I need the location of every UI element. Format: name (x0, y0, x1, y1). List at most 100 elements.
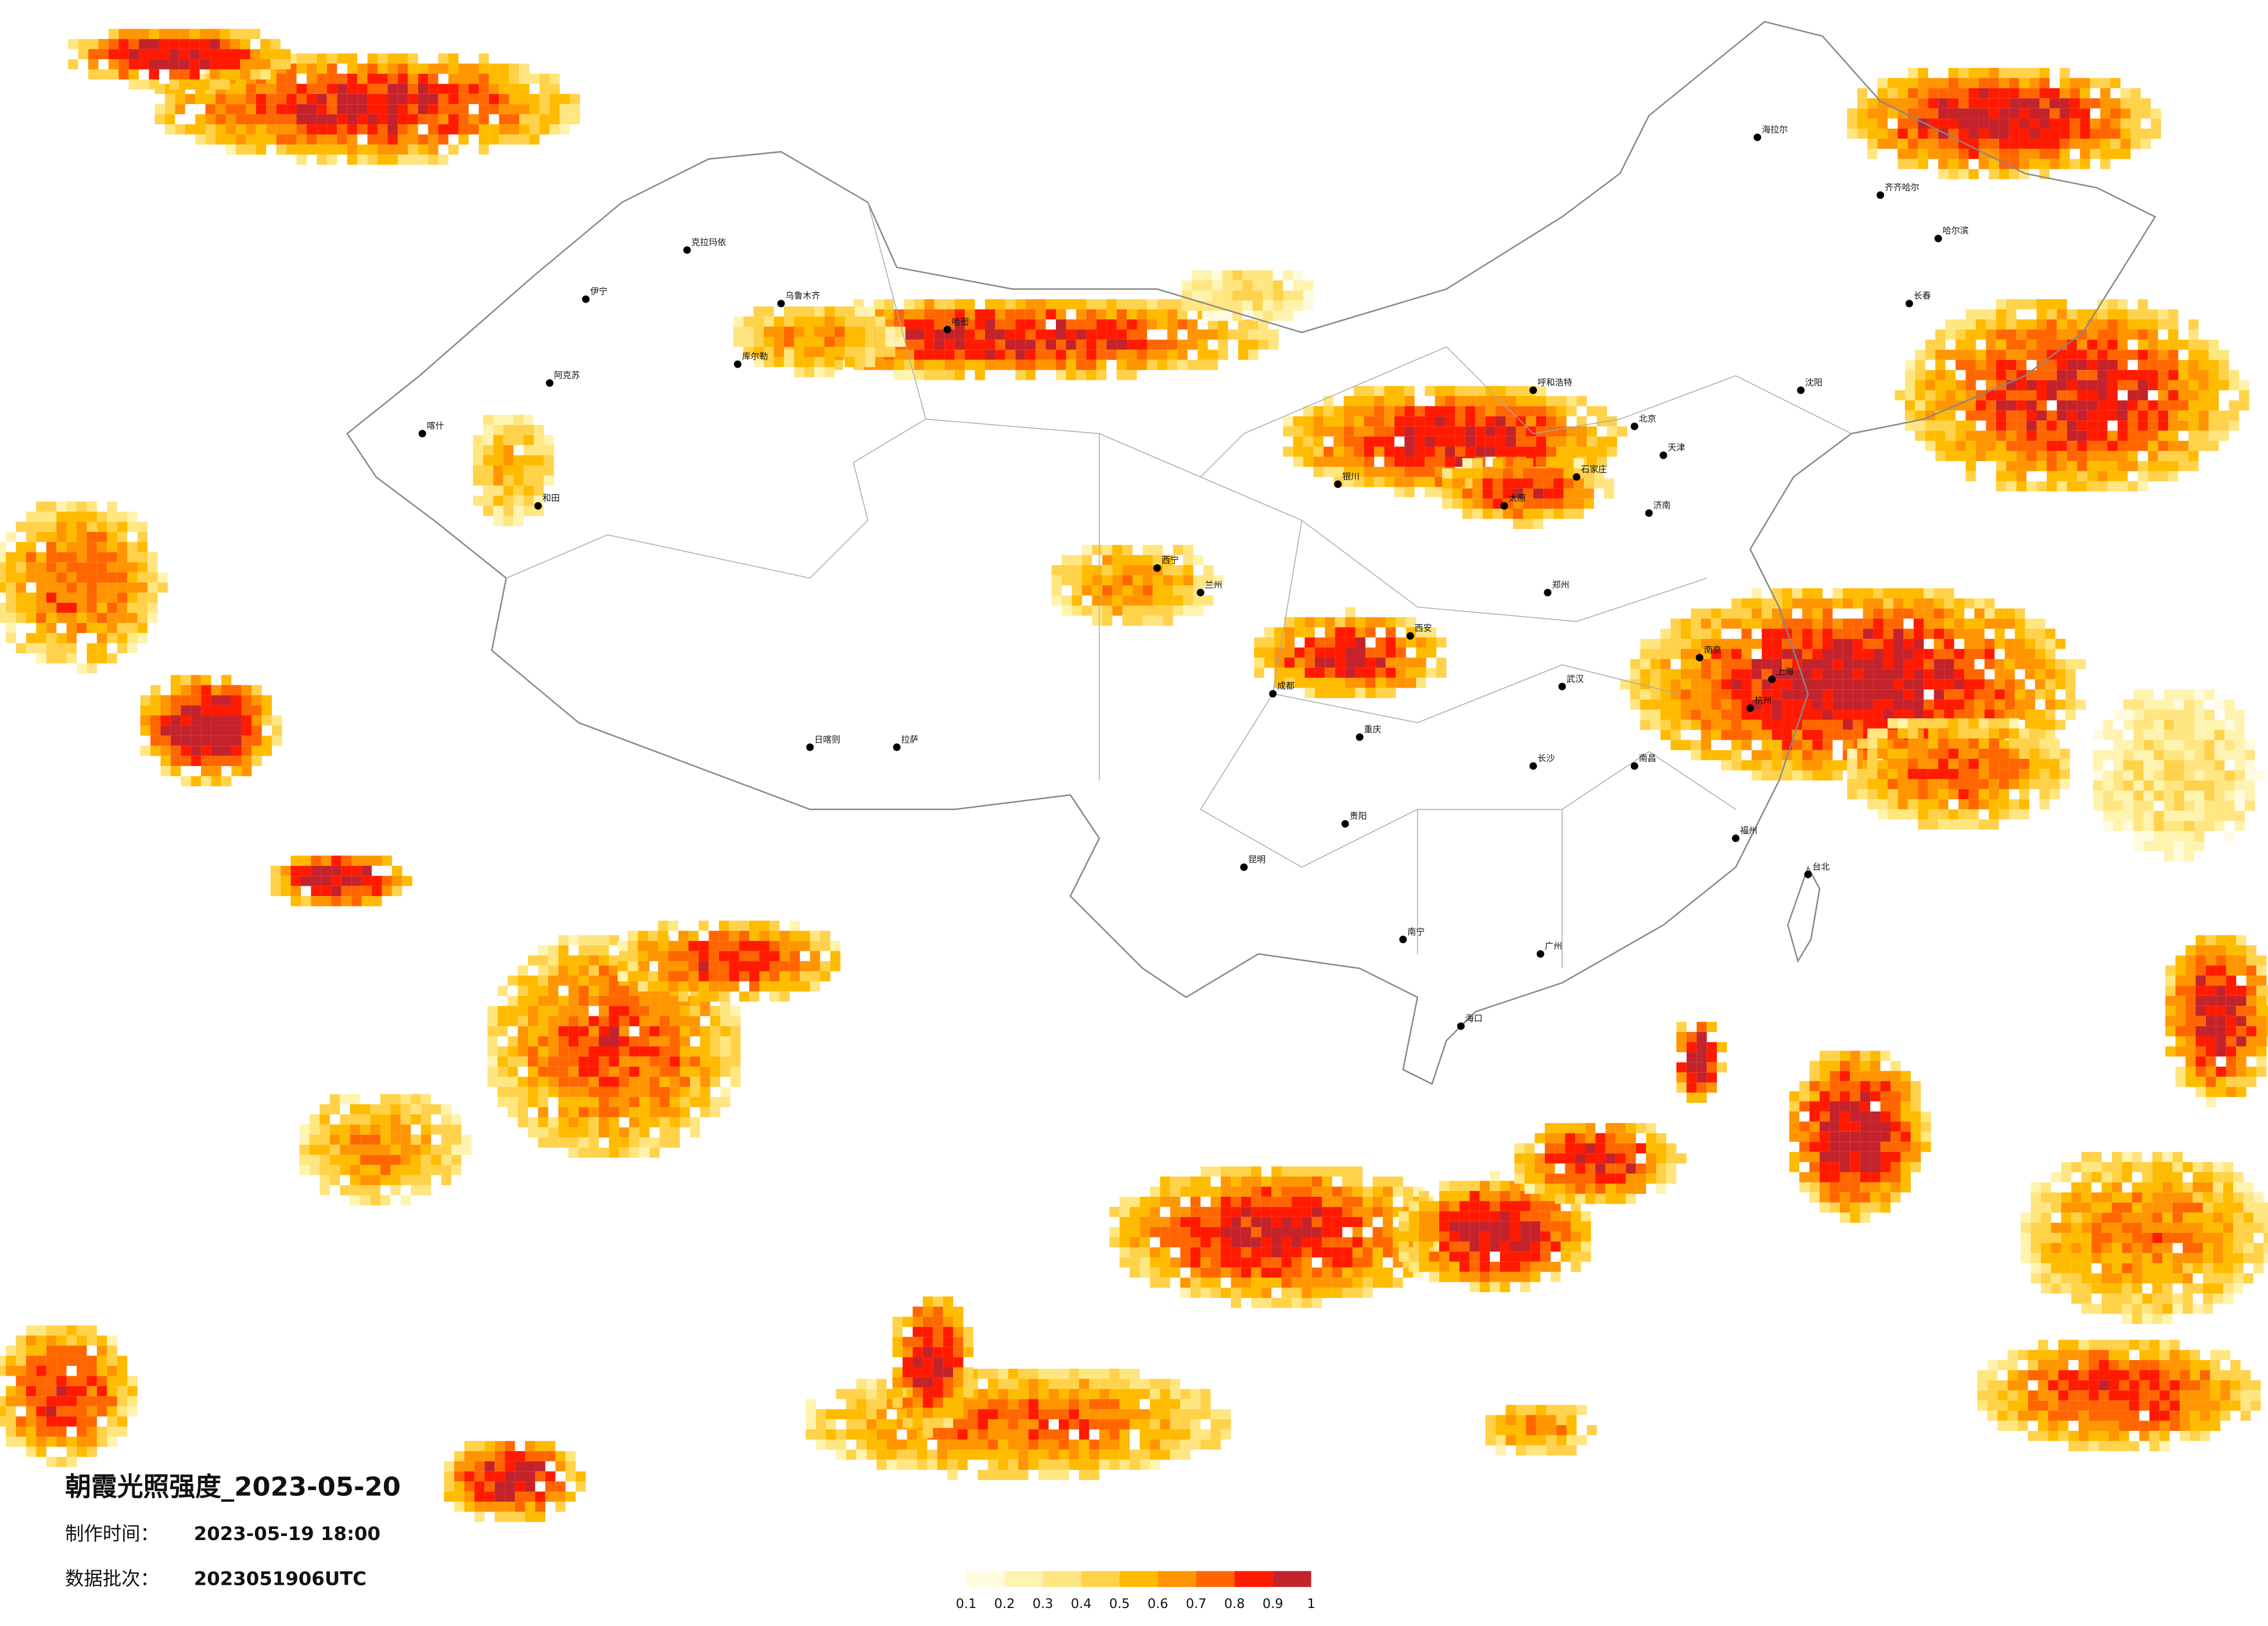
heat-cell (588, 1107, 599, 1117)
heat-cell (1116, 350, 1127, 360)
heat-cell (1512, 468, 1523, 479)
heat-cell (629, 1107, 639, 1117)
heat-cell (1809, 1071, 1820, 1081)
heat-cell (1500, 1201, 1511, 1211)
heat-cell (215, 124, 226, 135)
heat-cell (1989, 738, 1999, 749)
heat-cell (1933, 618, 1944, 629)
heat-cell (2172, 1172, 2183, 1182)
heat-cell (1180, 1217, 1191, 1228)
heat-cell (2097, 481, 2108, 492)
heat-cell (1149, 1267, 1160, 1278)
heat-cell (1248, 339, 1259, 350)
heat-cell (1490, 1171, 1500, 1181)
heat-cell (1220, 1267, 1231, 1278)
heat-cell (1394, 426, 1405, 437)
heat-cell (1459, 1251, 1470, 1262)
heat-cell (2007, 1360, 2018, 1370)
heat-cell (2016, 299, 2027, 310)
heat-cell (710, 1046, 721, 1057)
heat-cell (1989, 789, 1999, 800)
heat-cell (538, 955, 548, 966)
heat-cell (1435, 426, 1445, 437)
heat-cell (1056, 299, 1066, 310)
heat-cell (2192, 1283, 2203, 1294)
heat-cell (538, 965, 548, 976)
heat-cell (191, 725, 202, 736)
heat-cell (1334, 466, 1344, 477)
heat-cell (1167, 319, 1178, 330)
heat-cell (698, 920, 709, 931)
heat-cell (2087, 350, 2098, 360)
heat-cell (2230, 1370, 2241, 1380)
heat-cell (488, 84, 499, 94)
heat-cell (1965, 329, 1976, 340)
heat-cell (2148, 319, 2158, 330)
heat-cell (886, 1429, 897, 1440)
heat-cell (558, 955, 569, 966)
heat-cell (2077, 471, 2087, 481)
heat-cell (391, 886, 402, 897)
heat-cell (1839, 1091, 1850, 1102)
heat-cell (1201, 1176, 1211, 1187)
heat-cell (1640, 679, 1651, 690)
heat-cell (2036, 481, 2047, 492)
heat-cell (720, 1006, 731, 1016)
heat-cell (1832, 689, 1843, 700)
heat-cell (1873, 679, 1884, 690)
heat-cell (2019, 789, 2030, 800)
heat-cell (2009, 718, 2019, 729)
heat-cell (720, 1046, 731, 1057)
heat-cell (1782, 669, 1792, 679)
heat-cell (1479, 1201, 1490, 1211)
heat-cell (558, 1016, 569, 1027)
heat-cell (1015, 319, 1026, 330)
heat-cell (1343, 477, 1354, 487)
heat-cell (729, 930, 739, 941)
heat-cell (1956, 441, 1966, 451)
heat-cell (578, 976, 589, 986)
heat-cell (1857, 88, 1868, 99)
heat-cell (1036, 309, 1046, 320)
heat-cell (1362, 1237, 1373, 1247)
heat-cell (296, 124, 307, 135)
heat-cell (659, 1016, 670, 1027)
heat-cell (984, 309, 995, 320)
heat-cell (1394, 416, 1405, 427)
heat-cell (1948, 149, 1959, 159)
heat-cell (16, 542, 26, 552)
heat-cell (306, 63, 317, 74)
heat-cell (2078, 1380, 2089, 1391)
heat-cell (251, 695, 262, 706)
heat-cell (1830, 1121, 1840, 1132)
heat-cell (538, 1066, 548, 1077)
heat-cell (1860, 1152, 1871, 1163)
heat-cell (1530, 1221, 1541, 1232)
heat-cell (418, 84, 429, 94)
heat-cell (588, 1036, 599, 1046)
heat-cell (2036, 461, 2047, 472)
heat-cell (2137, 370, 2148, 380)
heat-cell (588, 1087, 599, 1098)
heat-cell (2038, 1360, 2048, 1370)
heat-cell (2026, 329, 2037, 340)
heat-cell (1563, 509, 1574, 519)
heat-cell (1986, 451, 1996, 461)
heat-cell (2223, 1202, 2234, 1213)
heat-cell (1860, 1060, 1871, 1071)
heat-cell (639, 1137, 650, 1148)
heat-cell (1904, 370, 1915, 380)
heat-cell (220, 49, 230, 60)
heat-cell (66, 501, 77, 512)
heat-cell (1948, 169, 1959, 179)
heat-cell (1177, 359, 1188, 370)
heat-cell (1086, 370, 1097, 380)
heat-cell (1404, 487, 1415, 498)
heat-cell (700, 1097, 710, 1107)
heat-cell (1975, 451, 1986, 461)
heat-cell (1933, 598, 1944, 609)
heat-cell (140, 695, 151, 706)
heat-cell (2223, 1182, 2234, 1193)
heat-cell (678, 941, 689, 951)
heat-cell (1873, 689, 1884, 700)
